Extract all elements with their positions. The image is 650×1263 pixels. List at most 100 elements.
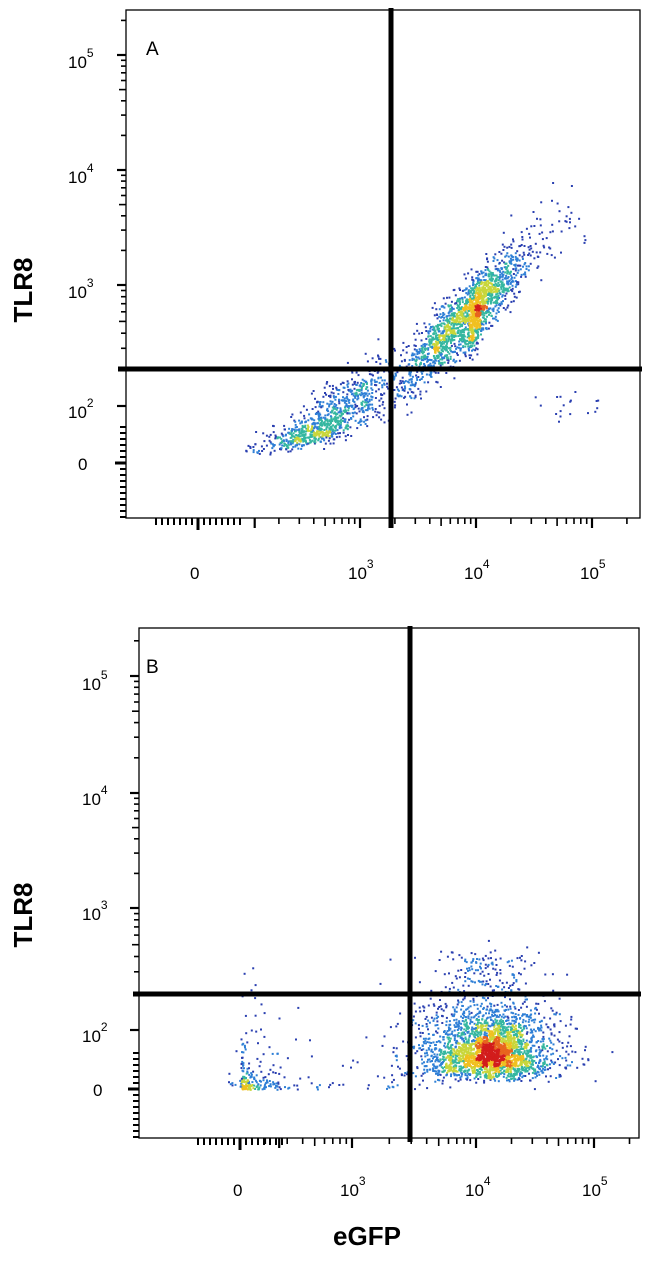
event-dot	[306, 424, 309, 427]
event-dot	[500, 301, 503, 304]
event-dot	[317, 430, 320, 433]
event-dot	[449, 304, 452, 307]
event-dot	[584, 1049, 586, 1052]
event-dot	[283, 442, 286, 445]
event-dot	[450, 1059, 453, 1062]
event-dot	[322, 437, 325, 440]
event-dot	[507, 1008, 510, 1011]
event-dot	[425, 1015, 428, 1018]
event-dot	[491, 274, 493, 277]
event-dot	[326, 425, 329, 428]
event-dot	[472, 311, 475, 314]
event-dot	[486, 288, 489, 291]
event-dot	[526, 1070, 529, 1073]
event-dot	[452, 1015, 455, 1018]
event-dot	[434, 349, 437, 352]
event-dot	[432, 355, 435, 357]
x-tick-label: 103	[348, 557, 374, 583]
event-dot	[340, 418, 343, 421]
event-dot	[468, 307, 471, 310]
event-dot	[346, 383, 349, 386]
event-dot	[457, 332, 460, 334]
event-dot	[483, 314, 486, 317]
event-dot	[466, 319, 468, 322]
y-tick-label: 102	[68, 396, 94, 422]
event-dot	[434, 1065, 437, 1068]
event-dot	[358, 384, 361, 387]
event-dot	[524, 275, 527, 278]
event-dot	[334, 429, 337, 432]
event-dot	[446, 346, 448, 349]
event-dot	[499, 273, 502, 276]
event-dot	[350, 435, 353, 437]
event-dot	[489, 1078, 492, 1081]
event-dot	[316, 400, 319, 403]
event-dot	[501, 243, 504, 246]
event-dot	[522, 1027, 525, 1030]
event-dot	[311, 408, 314, 410]
event-dot	[482, 307, 485, 310]
event-dot	[474, 284, 477, 286]
event-dot	[469, 1032, 472, 1035]
event-dot	[424, 1055, 427, 1058]
event-dot	[509, 1005, 512, 1008]
event-dot	[483, 320, 485, 323]
event-dot	[451, 314, 454, 317]
event-dot	[535, 1008, 538, 1011]
event-dot	[330, 411, 333, 414]
event-dot	[464, 1072, 467, 1075]
event-dot	[387, 387, 390, 390]
event-dot	[441, 340, 444, 343]
event-dot	[508, 286, 511, 289]
event-dot	[507, 1079, 510, 1081]
event-dot	[473, 1015, 476, 1018]
event-dot	[447, 351, 450, 354]
event-dot	[458, 1074, 460, 1076]
event-dot	[463, 997, 466, 1000]
event-dot	[528, 252, 531, 255]
event-dot	[475, 347, 478, 350]
event-dot	[353, 382, 356, 385]
event-dot	[321, 435, 324, 437]
event-dot	[578, 217, 581, 220]
event-dot	[398, 382, 401, 385]
event-dot	[339, 407, 342, 410]
event-dot	[439, 358, 442, 361]
event-dot	[493, 1004, 496, 1007]
event-dot	[432, 1063, 435, 1066]
event-dot	[452, 313, 455, 316]
event-dot	[531, 1071, 534, 1074]
event-dot	[532, 1034, 535, 1037]
event-dot	[493, 257, 496, 260]
event-dot	[431, 336, 434, 339]
event-dot	[392, 1078, 395, 1081]
event-dot	[430, 1054, 433, 1057]
event-dot	[296, 441, 299, 444]
event-dot	[546, 1026, 549, 1029]
event-dot	[370, 379, 373, 382]
event-dot	[464, 326, 467, 329]
event-dot	[474, 295, 477, 298]
event-dot	[313, 442, 316, 445]
event-dot	[447, 1026, 450, 1029]
event-dot	[476, 1063, 479, 1066]
event-dot	[404, 387, 406, 390]
event-dot	[467, 320, 470, 323]
event-dot	[514, 1046, 517, 1049]
event-dot	[485, 274, 487, 277]
event-dot	[487, 275, 490, 278]
event-dot	[409, 372, 412, 375]
event-dot	[469, 1022, 472, 1025]
event-dot	[492, 307, 495, 310]
event-dot	[371, 392, 374, 394]
event-dot	[473, 1040, 476, 1043]
event-dot	[501, 290, 504, 293]
event-dot	[494, 253, 497, 256]
event-dot	[350, 390, 353, 393]
event-dot	[423, 322, 426, 325]
event-dot	[538, 1012, 540, 1015]
event-dot	[462, 1033, 465, 1036]
event-dot	[349, 388, 352, 391]
event-dot	[455, 1070, 458, 1072]
event-dot	[343, 397, 346, 400]
